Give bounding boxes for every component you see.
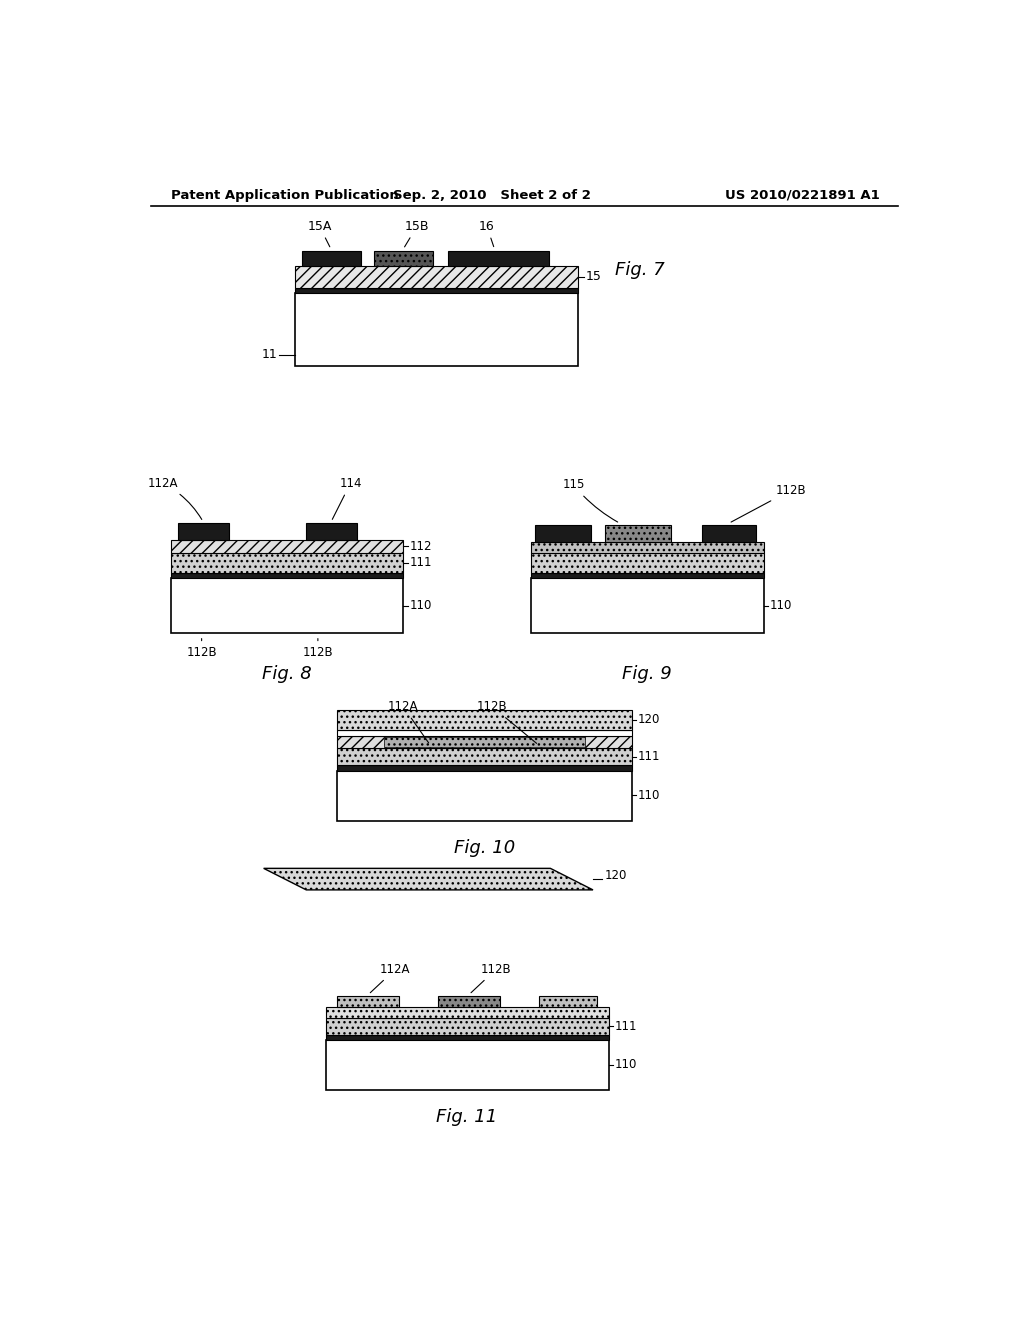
Bar <box>326 1007 608 1018</box>
Text: 114: 114 <box>333 477 361 519</box>
Text: Fig. 11: Fig. 11 <box>436 1107 498 1126</box>
Bar <box>337 997 399 1007</box>
Text: 112: 112 <box>410 540 432 553</box>
Bar <box>326 1035 608 1040</box>
Text: 120: 120 <box>638 713 660 726</box>
Bar <box>701 525 756 543</box>
Bar <box>531 573 764 578</box>
Text: 110: 110 <box>638 788 660 801</box>
Bar <box>337 710 632 730</box>
Text: 112B: 112B <box>731 483 806 523</box>
Text: Sep. 2, 2010   Sheet 2 of 2: Sep. 2, 2010 Sheet 2 of 2 <box>393 189 591 202</box>
Text: 120: 120 <box>604 869 627 882</box>
Text: 112A: 112A <box>147 477 202 520</box>
Text: 15: 15 <box>586 271 601 284</box>
Text: 111: 111 <box>410 556 432 569</box>
Bar <box>178 524 228 540</box>
Bar <box>295 288 578 293</box>
Text: 112B: 112B <box>477 700 537 743</box>
Bar <box>337 766 632 771</box>
Text: Fig. 7: Fig. 7 <box>614 261 665 279</box>
Text: 112B: 112B <box>186 639 217 659</box>
Bar <box>438 997 500 1007</box>
Text: 110: 110 <box>410 599 432 612</box>
Text: 110: 110 <box>614 1059 637 1072</box>
Bar <box>337 730 632 737</box>
Polygon shape <box>263 869 593 890</box>
Text: Fig. 10: Fig. 10 <box>454 838 515 857</box>
Text: 111: 111 <box>638 750 660 763</box>
Text: US 2010/0221891 A1: US 2010/0221891 A1 <box>725 189 880 202</box>
Text: 15A: 15A <box>307 219 332 247</box>
Bar <box>306 524 356 540</box>
Bar <box>384 738 586 747</box>
Bar <box>337 748 632 766</box>
Bar <box>326 1040 608 1090</box>
Text: 112A: 112A <box>388 700 429 743</box>
Bar <box>539 997 597 1007</box>
Text: 15B: 15B <box>404 219 429 247</box>
Text: 112B: 112B <box>471 962 511 993</box>
Bar <box>171 573 403 578</box>
Text: 110: 110 <box>770 599 793 612</box>
Bar <box>604 525 671 543</box>
Bar <box>295 293 578 367</box>
Bar <box>326 1018 608 1035</box>
Text: Fig. 9: Fig. 9 <box>623 664 672 682</box>
Bar <box>531 553 764 573</box>
Text: 112B: 112B <box>302 639 333 659</box>
Bar <box>171 578 403 634</box>
Text: 111: 111 <box>614 1019 637 1032</box>
Text: Patent Application Publication: Patent Application Publication <box>171 189 398 202</box>
Text: Fig. 8: Fig. 8 <box>262 664 311 682</box>
Bar <box>295 267 578 288</box>
Bar <box>171 540 403 553</box>
Bar <box>337 771 632 821</box>
Bar <box>531 578 764 634</box>
Bar <box>535 525 591 543</box>
Bar <box>302 251 360 267</box>
Text: 16: 16 <box>479 219 495 247</box>
Text: 11: 11 <box>262 348 278 362</box>
Bar <box>375 251 432 267</box>
Bar <box>449 251 549 267</box>
Bar <box>337 737 632 748</box>
Bar <box>171 553 403 573</box>
Text: 115: 115 <box>562 478 617 521</box>
Bar <box>531 543 764 553</box>
Text: 112A: 112A <box>371 962 411 993</box>
